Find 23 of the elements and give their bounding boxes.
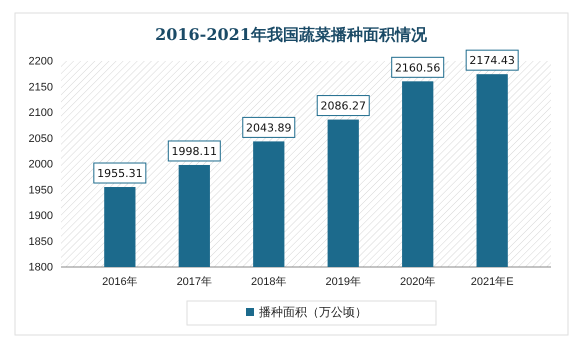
data-label: 2160.56	[394, 61, 440, 74]
y-tick-label: 1950	[28, 184, 53, 196]
y-tick-label: 1900	[28, 210, 53, 222]
x-tick-label: 2020年	[400, 276, 436, 288]
x-tick-label: 2021年E	[470, 276, 514, 288]
y-tick-label: 2050	[28, 132, 53, 145]
legend-label: 播种面积（万公顷）	[259, 305, 367, 319]
y-tick-label: 2200	[28, 56, 53, 68]
data-label: 2043.89	[246, 121, 292, 134]
data-label: 1955.31	[97, 167, 143, 180]
x-tick-label: 2018年	[251, 276, 287, 288]
y-tick-label: 2100	[28, 107, 53, 120]
x-tick-label: 2017年	[176, 276, 212, 288]
y-tick-label: 1800	[28, 262, 53, 274]
data-label: 2174.43	[469, 54, 515, 68]
y-tick-label: 2000	[28, 158, 53, 171]
chart-title: 2016-2021年我国蔬菜播种面积情况	[155, 25, 428, 44]
x-tick-label: 2019年	[325, 276, 361, 288]
y-tick-label: 2150	[28, 81, 53, 94]
data-label: 2086.27	[320, 100, 366, 113]
data-label: 1998.11	[172, 144, 218, 158]
x-tick-label: 2016年	[102, 276, 138, 288]
y-tick-label: 1850	[28, 236, 53, 248]
